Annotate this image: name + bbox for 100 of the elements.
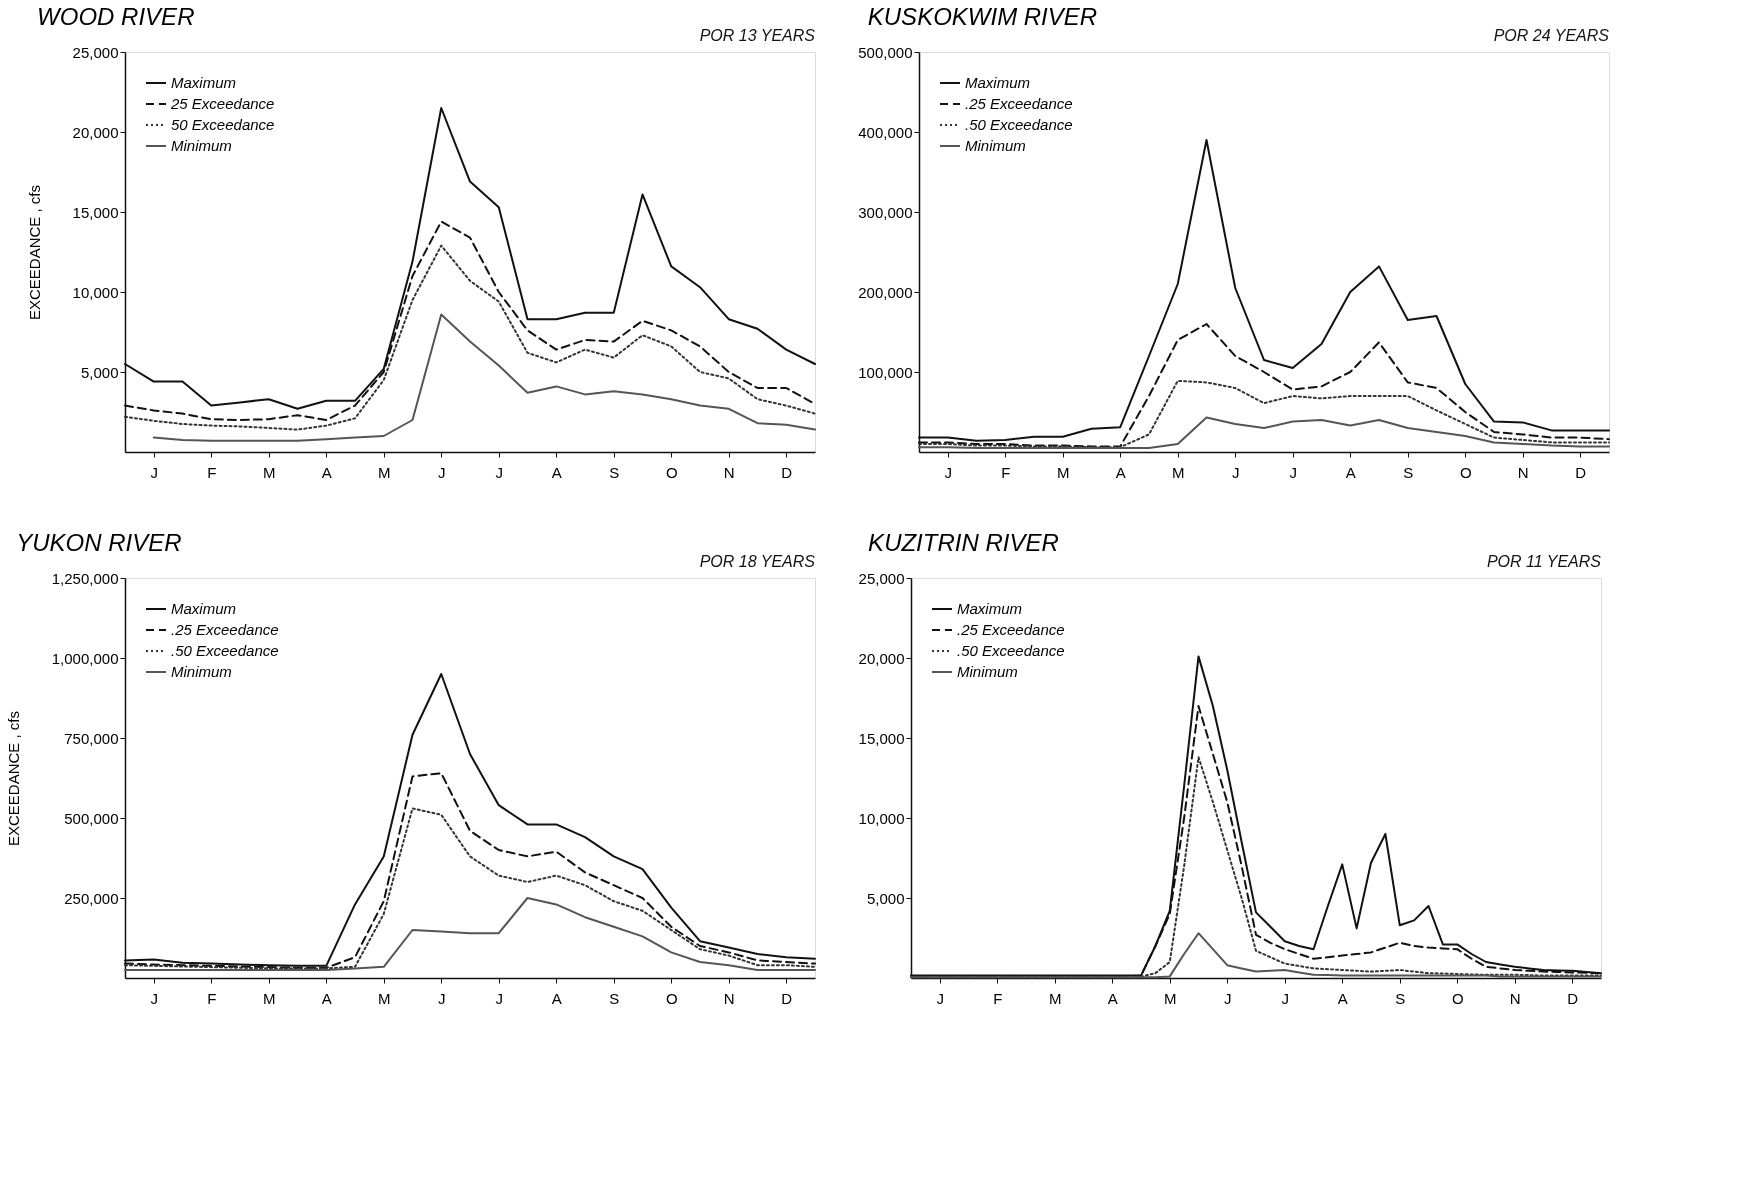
legend-label: Maximum	[171, 74, 237, 91]
x-tick-label: J	[150, 463, 158, 481]
x-tick-label: A	[551, 989, 562, 1007]
legend-label: .25 Exceedance	[965, 95, 1073, 112]
x-tick-label: A	[551, 463, 562, 481]
x-tick-label: A	[1337, 989, 1348, 1007]
x-tick-label: S	[1403, 463, 1414, 481]
x-tick-label: D	[1575, 463, 1587, 481]
y-tick-label: 10,000	[858, 809, 905, 827]
x-tick-label: F	[207, 989, 217, 1007]
y-tick-label: 20,000	[72, 123, 119, 141]
legend-label: Minimum	[171, 663, 232, 680]
x-tick-label: J	[495, 989, 503, 1007]
legend-label: .25 Exceedance	[171, 621, 279, 638]
x-tick-label: F	[1001, 463, 1011, 481]
y-tick-label: 400,000	[858, 123, 913, 141]
x-tick-label: J	[438, 989, 446, 1007]
legend-label: .50 Exceedance	[957, 642, 1065, 659]
y-axis-title: EXCEEDANCE , cfs	[4, 710, 22, 847]
chart-subtitle: POR 18 YEARS	[699, 553, 816, 570]
x-tick-label: O	[665, 463, 678, 481]
x-tick-label: M	[263, 989, 276, 1007]
x-tick-label: S	[1395, 989, 1406, 1007]
chart-title: WOOD RIVER	[37, 3, 195, 30]
x-tick-label: J	[495, 463, 503, 481]
x-tick-label: M	[1057, 463, 1070, 481]
chart-title: YUKON RIVER	[16, 529, 182, 556]
y-tick-label: 100,000	[858, 363, 913, 381]
legend-label: 25 Exceedance	[170, 95, 275, 112]
legend-label: .25 Exceedance	[957, 621, 1065, 638]
legend-label: .50 Exceedance	[171, 642, 279, 659]
x-tick-label: N	[1509, 989, 1521, 1007]
x-tick-label: D	[781, 463, 793, 481]
x-tick-label: M	[263, 463, 276, 481]
x-tick-label: M	[1049, 989, 1062, 1007]
line-series	[152, 313, 816, 442]
y-tick-label: 300,000	[858, 203, 913, 221]
x-tick-label: J	[1281, 989, 1289, 1007]
y-tick-label: 25,000	[72, 43, 119, 61]
x-tick-label: A	[1115, 463, 1126, 481]
legend-label: Maximum	[171, 600, 237, 617]
y-tick-label: 500,000	[858, 43, 913, 61]
legend-label: Minimum	[957, 663, 1018, 680]
line-series	[918, 379, 1610, 449]
x-tick-label: A	[1107, 989, 1118, 1007]
x-tick-label: N	[723, 463, 735, 481]
y-tick-label: 200,000	[858, 283, 913, 301]
x-tick-label: J	[936, 989, 944, 1007]
legend-label: Maximum	[965, 74, 1031, 91]
line-series	[918, 416, 1610, 449]
chart-subtitle: POR 13 YEARS	[699, 27, 816, 44]
chart-title: KUSKOKWIM RIVER	[867, 3, 1098, 30]
y-tick-label: 5,000	[866, 889, 905, 907]
legend-label: Minimum	[171, 137, 232, 154]
y-tick-label: 1,000,000	[51, 649, 119, 667]
y-axis-title: EXCEEDANCE , cfs	[25, 184, 43, 321]
x-tick-label: J	[1224, 989, 1232, 1007]
x-tick-label: J	[944, 463, 952, 481]
x-tick-label: M	[378, 463, 391, 481]
y-tick-label: 25,000	[858, 569, 905, 587]
x-tick-label: D	[781, 989, 793, 1007]
x-tick-label: M	[1164, 989, 1177, 1007]
x-tick-label: J	[1289, 463, 1297, 481]
y-tick-label: 500,000	[64, 809, 119, 827]
x-tick-label: M	[378, 989, 391, 1007]
chart-subtitle: POR 11 YEARS	[1486, 553, 1602, 570]
x-tick-label: O	[1459, 463, 1472, 481]
x-tick-label: O	[665, 989, 678, 1007]
x-tick-label: A	[321, 989, 332, 1007]
y-tick-label: 250,000	[64, 889, 119, 907]
x-tick-label: F	[993, 989, 1003, 1007]
x-tick-label: J	[150, 989, 158, 1007]
y-tick-label: 5,000	[80, 363, 119, 381]
x-tick-label: A	[321, 463, 332, 481]
x-tick-label: F	[207, 463, 217, 481]
legend-label: Minimum	[965, 137, 1026, 154]
x-tick-label: S	[609, 463, 620, 481]
y-tick-label: 15,000	[858, 729, 905, 747]
legend-label: .50 Exceedance	[965, 116, 1073, 133]
line-series	[124, 897, 816, 971]
line-series	[124, 807, 816, 970]
chart-subtitle: POR 24 YEARS	[1493, 27, 1610, 44]
y-tick-label: 10,000	[72, 283, 119, 301]
x-tick-label: N	[1517, 463, 1529, 481]
x-tick-label: J	[1232, 463, 1240, 481]
x-tick-label: D	[1567, 989, 1579, 1007]
y-tick-label: 750,000	[64, 729, 119, 747]
x-tick-label: A	[1345, 463, 1356, 481]
x-tick-label: S	[609, 989, 620, 1007]
line-series	[124, 244, 816, 431]
y-tick-label: 15,000	[72, 203, 119, 221]
legend-label: 50 Exceedance	[171, 116, 275, 133]
chart-title: KUZITRIN RIVER	[868, 529, 1059, 556]
y-tick-label: 1,250,000	[51, 569, 119, 587]
x-tick-label: J	[438, 463, 446, 481]
legend-label: Maximum	[957, 600, 1023, 617]
x-tick-label: N	[723, 989, 735, 1007]
x-tick-label: O	[1451, 989, 1464, 1007]
x-tick-label: M	[1172, 463, 1185, 481]
y-tick-label: 20,000	[858, 649, 905, 667]
